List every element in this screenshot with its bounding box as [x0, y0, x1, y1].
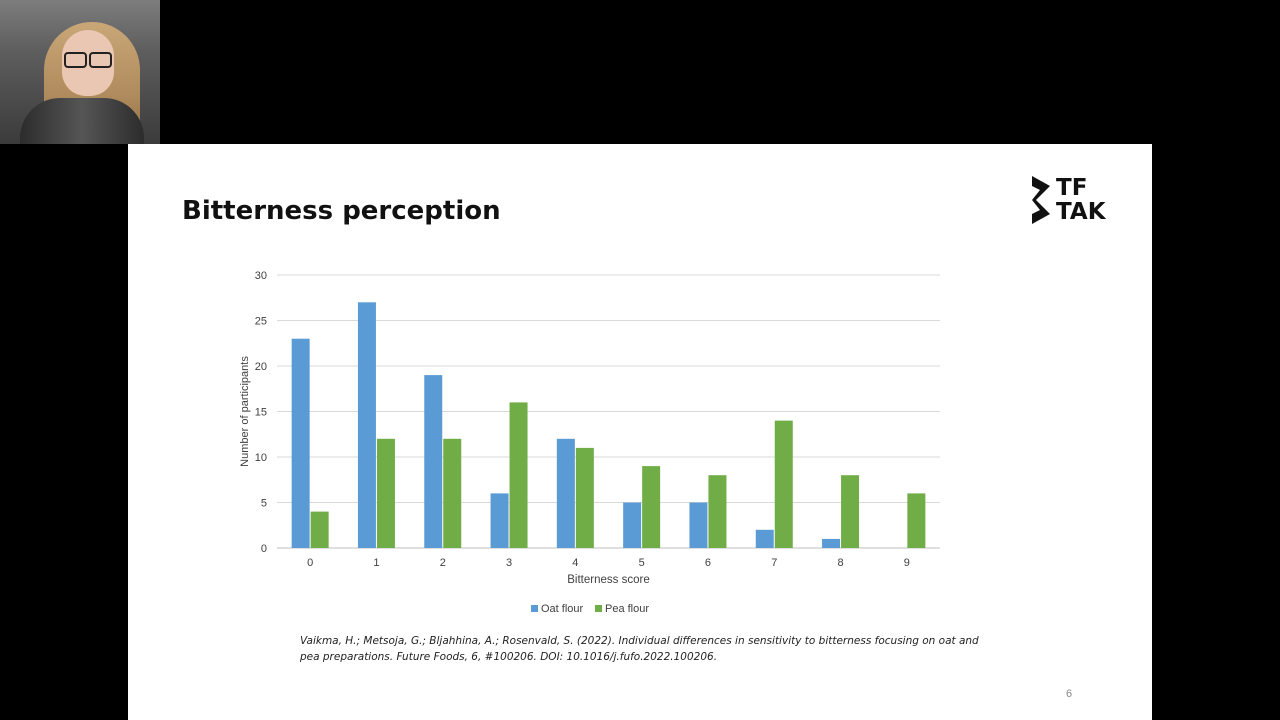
bar-pea-7	[774, 420, 793, 548]
x-tick-label: 3	[506, 557, 512, 569]
legend-swatch-pea	[595, 605, 602, 612]
bar-pea-6	[708, 475, 727, 548]
y-tick-label: 25	[255, 316, 267, 328]
bar-oat-4	[556, 438, 575, 548]
bar-oat-3	[490, 493, 509, 548]
bar-pea-9	[907, 493, 926, 548]
x-tick-label: 0	[307, 557, 313, 569]
presentation-slide: Bitterness perception TF TAK 0 5 10 15 20 25 3…	[128, 144, 1152, 720]
y-tick-label: 0	[261, 543, 267, 555]
legend-swatch-oat	[531, 605, 538, 612]
bar-oat-1	[357, 302, 376, 548]
y-tick-label: 30	[255, 270, 267, 282]
x-tick-label: 6	[705, 557, 711, 569]
x-tick-label: 4	[572, 557, 578, 569]
x-tick-label: 2	[440, 557, 446, 569]
y-tick-label: 5	[261, 498, 267, 510]
bar-oat-6	[689, 502, 708, 548]
bar-pea-3	[509, 402, 528, 548]
y-tick-label: 15	[255, 407, 267, 419]
bar-oat-7	[755, 529, 774, 548]
x-axis-label: Bitterness score	[567, 574, 649, 586]
bar-oat-0	[291, 338, 310, 548]
slide-title: Bitterness perception	[182, 196, 501, 226]
legend-label: Oat flour	[541, 603, 584, 615]
citation-text: Vaikma, H.; Metsoja, G.; Bljahhina, A.; …	[300, 635, 979, 663]
legend-label: Pea flour	[605, 603, 649, 615]
bar-pea-8	[841, 475, 860, 548]
bar-oat-8	[822, 538, 841, 548]
bar-pea-1	[376, 438, 395, 548]
logo-text-line1: TF	[1056, 175, 1088, 201]
bar-pea-4	[575, 447, 594, 548]
logo-text-line2: TAK	[1056, 199, 1106, 225]
page-number: 6	[1066, 688, 1073, 700]
y-tick-label: 10	[255, 452, 267, 464]
x-tick-label: 9	[904, 557, 910, 569]
presenter-face	[62, 30, 114, 96]
x-tick-label: 1	[373, 557, 379, 569]
tftak-logo: TF TAK	[1030, 174, 1114, 226]
x-tick-label: 8	[837, 557, 843, 569]
bar-pea-5	[642, 466, 661, 548]
x-tick-label: 5	[639, 557, 645, 569]
y-tick-label: 20	[255, 361, 267, 373]
presenter-glasses	[64, 52, 112, 68]
presenter-shirt	[20, 98, 144, 144]
bar-oat-2	[424, 375, 443, 548]
y-axis-label: Number of participants	[239, 356, 251, 467]
x-tick-label: 7	[771, 557, 777, 569]
bar-pea-2	[443, 438, 462, 548]
presenter-webcam	[0, 0, 160, 144]
bar-pea-0	[310, 511, 329, 548]
logo-mark-icon	[1032, 176, 1050, 224]
bar-oat-5	[623, 502, 642, 548]
bitterness-bar-chart: 0 5 10 15 20 25 30 0 1 2 3 4 5 6 7 8 9 Bitterness score Nu…	[239, 270, 940, 615]
